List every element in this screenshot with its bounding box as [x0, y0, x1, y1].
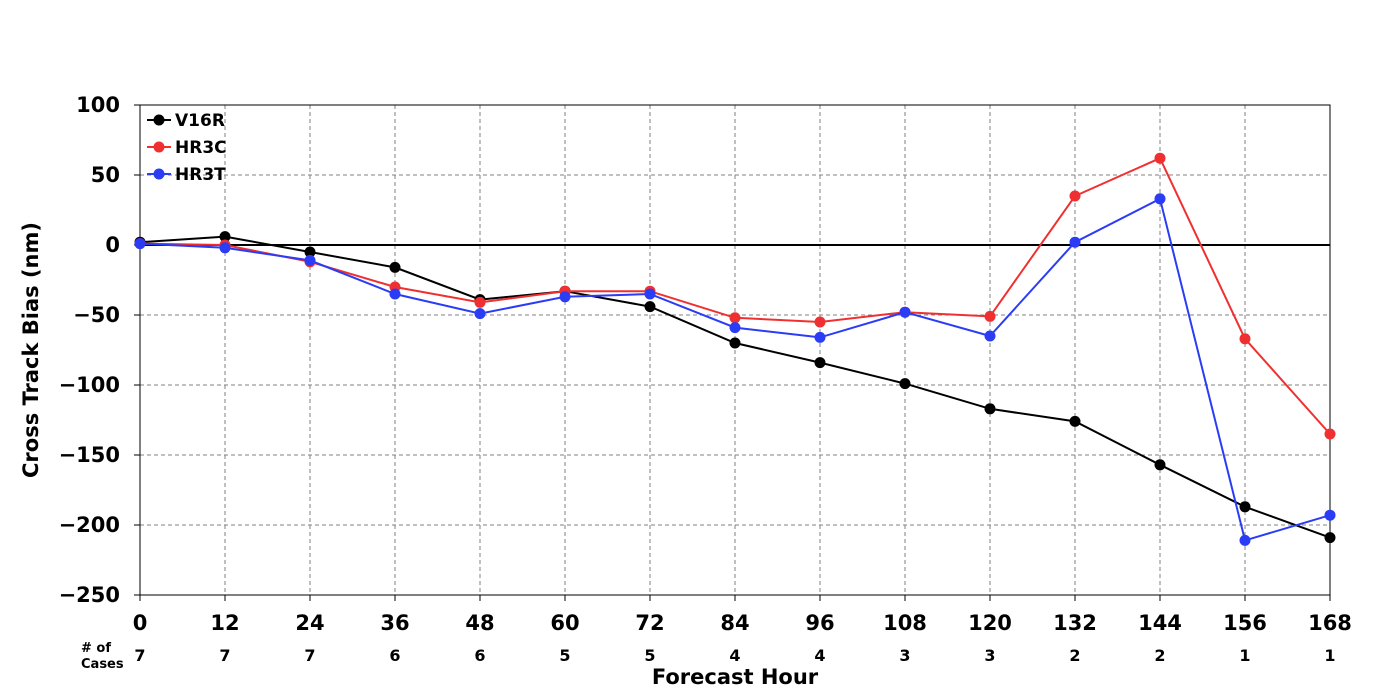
tick-labels: 100500−50−100−150−200−250071272473664866…: [59, 93, 1352, 665]
x-tick-label: 60: [550, 611, 579, 635]
data-point-hr3t: [814, 331, 826, 343]
x-axis-title: Forecast Hour: [652, 665, 819, 689]
x-tick-label: 36: [380, 611, 409, 635]
y-tick-label: −150: [59, 443, 120, 467]
data-point-v16r: [644, 301, 656, 313]
data-point-v16r: [1154, 459, 1166, 471]
data-point-hr3t: [644, 288, 656, 300]
x-tick-label: 24: [295, 611, 324, 635]
data-point-hr3t: [474, 308, 486, 320]
data-point-hr3c: [1154, 152, 1166, 164]
legend-label-v16r: V16R: [175, 111, 225, 131]
case-count: 5: [559, 646, 570, 665]
data-point-hr3t: [559, 291, 571, 303]
legend: V16R HR3C HR3T: [147, 111, 227, 185]
axes: [134, 104, 1331, 601]
data-point-v16r: [899, 378, 911, 390]
x-tick-label: 12: [210, 611, 239, 635]
y-tick-label: 100: [76, 93, 120, 117]
case-count: 7: [304, 646, 315, 665]
y-tick-label: −100: [59, 373, 120, 397]
case-count: 1: [1324, 646, 1335, 665]
cases-label-line2: Cases: [81, 657, 124, 672]
case-count: 7: [134, 646, 145, 665]
series-layer: [134, 152, 1336, 546]
data-point-v16r: [1239, 501, 1251, 513]
x-tick-label: 96: [805, 611, 834, 635]
data-point-hr3c: [1069, 190, 1081, 202]
case-count: 7: [219, 646, 230, 665]
case-count: 3: [899, 646, 910, 665]
x-tick-label: 132: [1053, 611, 1097, 635]
x-tick-label: 48: [465, 611, 494, 635]
grid: [140, 105, 1330, 595]
case-count: 6: [474, 646, 485, 665]
y-tick-label: −50: [73, 303, 120, 327]
case-count: 4: [814, 646, 825, 665]
x-tick-label: 0: [133, 611, 148, 635]
legend-marker-v16r: [153, 114, 165, 126]
y-tick-label: 0: [105, 233, 120, 257]
y-tick-label: −200: [59, 513, 120, 537]
data-point-v16r: [984, 403, 996, 415]
data-point-v16r: [814, 357, 826, 369]
data-point-hr3c: [474, 296, 486, 308]
cases-label-line1: # of: [81, 641, 111, 656]
x-tick-label: 168: [1308, 611, 1352, 635]
x-tick-label: 72: [635, 611, 664, 635]
data-point-hr3t: [304, 254, 316, 266]
data-point-v16r: [389, 261, 401, 273]
x-tick-label: 108: [883, 611, 927, 635]
case-count: 6: [389, 646, 400, 665]
case-count: 3: [984, 646, 995, 665]
data-point-hr3t: [134, 238, 146, 250]
data-point-v16r: [1069, 415, 1081, 427]
x-tick-label: 120: [968, 611, 1012, 635]
data-point-hr3c: [814, 316, 826, 328]
data-point-hr3t: [984, 330, 996, 342]
y-tick-label: −250: [59, 583, 120, 607]
case-count: 2: [1154, 646, 1165, 665]
legend-marker-hr3t: [153, 168, 165, 180]
data-point-v16r: [1324, 532, 1336, 544]
y-tick-label: 50: [91, 163, 120, 187]
case-count: 5: [644, 646, 655, 665]
data-point-hr3t: [389, 288, 401, 300]
case-count: 2: [1069, 646, 1080, 665]
data-point-hr3t: [1239, 534, 1251, 546]
x-tick-label: 84: [720, 611, 749, 635]
x-tick-label: 156: [1223, 611, 1267, 635]
y-axis-title: Cross Track Bias (nm): [19, 222, 43, 478]
data-point-hr3t: [219, 242, 231, 254]
data-point-hr3t: [729, 322, 741, 334]
data-point-hr3t: [1069, 236, 1081, 248]
x-tick-label: 144: [1138, 611, 1182, 635]
legend-label-hr3c: HR3C: [175, 138, 227, 158]
legend-label-hr3t: HR3T: [175, 165, 226, 185]
data-point-v16r: [729, 337, 741, 349]
data-point-hr3t: [899, 306, 911, 318]
data-point-hr3c: [729, 312, 741, 324]
series-line-hr3t: [139, 197, 1331, 542]
case-count: 1: [1239, 646, 1250, 665]
legend-marker-hr3c: [153, 141, 165, 153]
data-point-hr3c: [1324, 428, 1336, 440]
data-point-hr3c: [1239, 333, 1251, 345]
data-point-hr3c: [984, 310, 996, 322]
case-count: 4: [729, 646, 740, 665]
data-point-hr3t: [1324, 509, 1336, 521]
data-point-v16r: [219, 231, 231, 243]
data-point-hr3t: [1154, 193, 1166, 205]
data-point-v16r: [304, 246, 316, 258]
